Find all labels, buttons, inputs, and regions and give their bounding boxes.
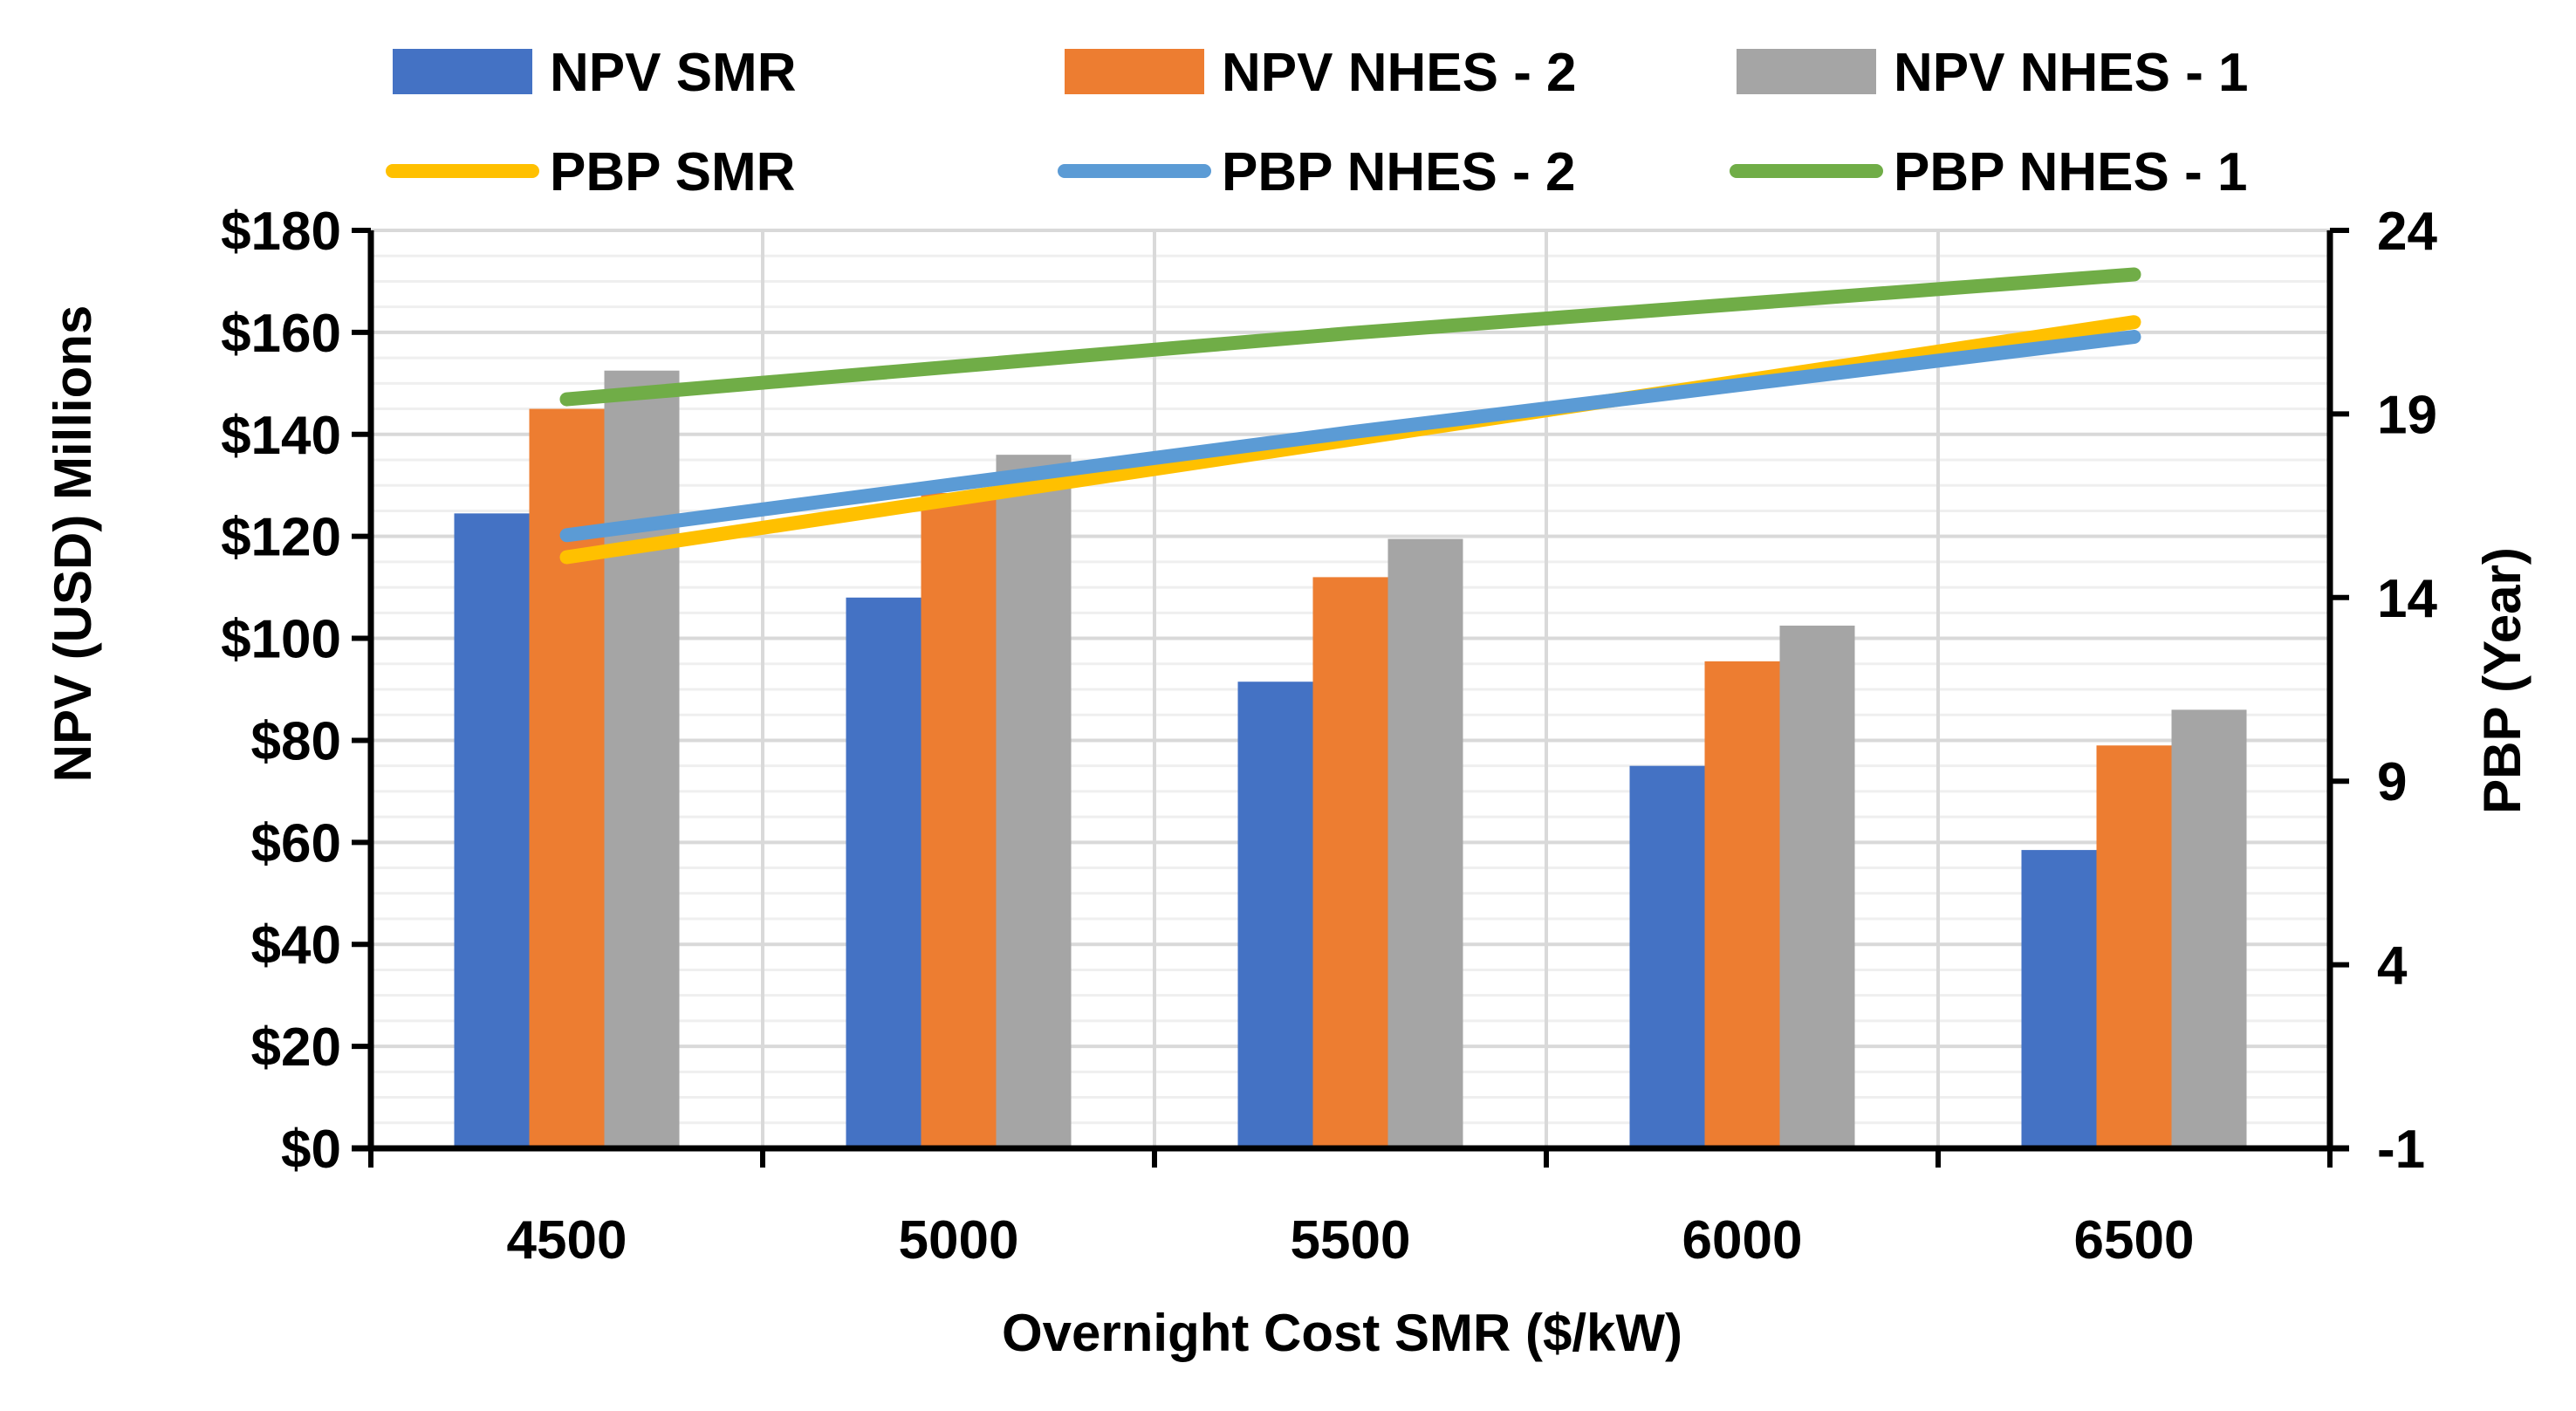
y-left-tick-label: $40 xyxy=(251,915,341,976)
y-right-tick-label: 14 xyxy=(2377,569,2437,629)
bar-npv-smr-4500 xyxy=(454,513,530,1148)
bar-npv-nhes-2-5000 xyxy=(921,492,997,1148)
y-right-tick-label: 4 xyxy=(2377,936,2408,997)
x-axis-title: Overnight Cost SMR ($/kW) xyxy=(1002,1304,1682,1362)
bar-npv-nhes-1-4500 xyxy=(604,370,680,1148)
bar-npv-smr-6500 xyxy=(2021,850,2097,1148)
y-left-tick-label: $120 xyxy=(221,508,341,568)
y-left-tick-label: $0 xyxy=(281,1120,341,1180)
y-left-tick-label: $100 xyxy=(221,610,341,670)
x-tick-label: 5500 xyxy=(1291,1210,1411,1271)
bar-npv-smr-5000 xyxy=(846,597,921,1148)
y-right-tick-label: 9 xyxy=(2377,752,2407,812)
legend-label: PBP NHES - 1 xyxy=(1894,142,2247,202)
bar-series-group xyxy=(454,370,2247,1148)
legend-label: NPV SMR xyxy=(550,43,796,103)
y-axis-left-title: NPV (USD) Millions xyxy=(44,305,102,783)
bar-npv-smr-5500 xyxy=(1237,682,1313,1148)
bar-npv-nhes-2-6500 xyxy=(2096,745,2172,1148)
legend-swatch-bar xyxy=(1737,49,1876,94)
y-left-tick-label: $140 xyxy=(221,406,341,466)
legend-label: PBP NHES - 2 xyxy=(1222,142,1575,202)
legend-label: NPV NHES - 1 xyxy=(1894,43,2249,103)
bar-npv-nhes-1-6500 xyxy=(2171,709,2247,1148)
y-axis-right-title: PBP (Year) xyxy=(2473,547,2531,814)
y-left-tick-label: $80 xyxy=(251,711,341,771)
bar-npv-nhes-1-5500 xyxy=(1387,538,1463,1148)
legend: NPV SMR NPV NHES - 2 NPV NHES - 1 PBP SMR PB… xyxy=(386,43,2249,202)
line-pbp-nhes-2 xyxy=(559,330,2141,543)
line-pbp-nhes-1 xyxy=(559,267,2141,407)
legend-swatch-bar xyxy=(1065,49,1204,94)
y-left-tick-label: $60 xyxy=(251,813,341,873)
legend-label: PBP SMR xyxy=(550,142,795,202)
bar-npv-nhes-2-4500 xyxy=(529,408,605,1148)
bar-npv-smr-6000 xyxy=(1629,765,1705,1148)
x-tick-label: 6000 xyxy=(1682,1210,1803,1271)
y-left-tick-label: $180 xyxy=(221,202,341,262)
y-left-tick-label: $160 xyxy=(221,304,341,364)
y-right-tick-label: 24 xyxy=(2377,202,2437,262)
line-pbp-smr xyxy=(559,315,2141,565)
y-right-tick-label: -1 xyxy=(2377,1120,2425,1180)
axes: $0 $20 $40 $60 $80 $100 $120 $140 $160 $180 -1 4 9 14… xyxy=(221,202,2437,1271)
x-tick-label: 5000 xyxy=(899,1210,1019,1271)
bar-npv-nhes-2-5500 xyxy=(1312,577,1388,1148)
x-tick-label: 6500 xyxy=(2074,1210,2195,1271)
legend-label: NPV NHES - 2 xyxy=(1222,43,1577,103)
legend-swatch-bar xyxy=(393,49,532,94)
bar-npv-nhes-1-5000 xyxy=(996,455,1072,1148)
bar-npv-nhes-1-6000 xyxy=(1779,625,1855,1148)
y-left-tick-label: $20 xyxy=(251,1017,341,1078)
line-series-group xyxy=(559,267,2141,565)
x-tick-label: 4500 xyxy=(507,1210,627,1271)
y-right-tick-label: 19 xyxy=(2377,385,2437,445)
bar-npv-nhes-2-6000 xyxy=(1704,661,1780,1148)
